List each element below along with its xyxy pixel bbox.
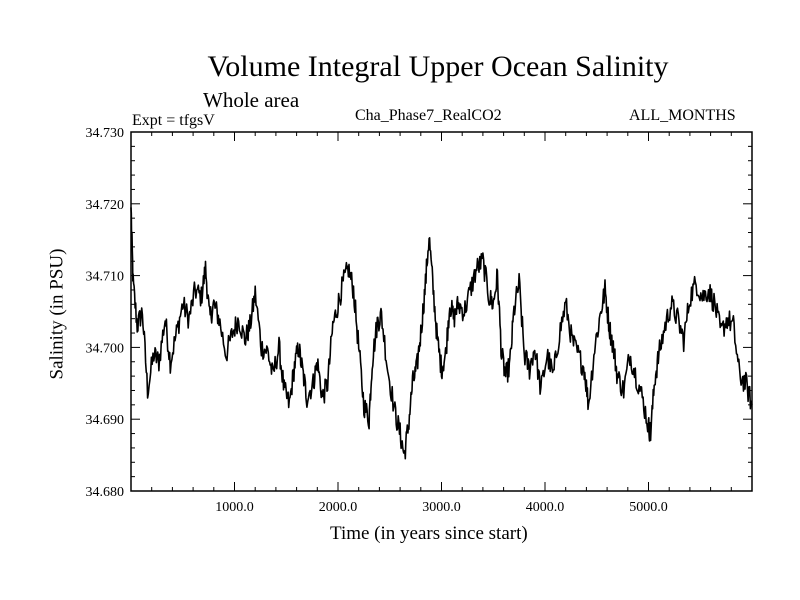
run-label: Cha_Phase7_RealCO2 bbox=[355, 107, 502, 124]
x-tick-label: 2000.0 bbox=[319, 500, 358, 515]
axis-layer: 1000.0 2000.0 3000.0 4000.0 5000.0 34.680 34.6… bbox=[86, 126, 752, 515]
x-tick-label: 1000.0 bbox=[215, 500, 254, 515]
y-tick-label: 34.730 bbox=[86, 126, 125, 141]
y-tick-label: 34.690 bbox=[86, 413, 125, 428]
series-layer bbox=[130, 207, 753, 460]
x-axis-label: Time (in years since start) bbox=[330, 523, 528, 544]
y-tick-label: 34.700 bbox=[86, 341, 125, 356]
x-tick-label: 5000.0 bbox=[629, 500, 668, 515]
x-tick-label: 3000.0 bbox=[422, 500, 461, 515]
experiment-label: Expt = tfgsV bbox=[132, 112, 215, 129]
chart-subtitle: Whole area bbox=[203, 88, 300, 112]
plot-frame bbox=[130, 131, 753, 492]
series-line-salinity bbox=[130, 207, 753, 460]
y-tick-label: 34.720 bbox=[86, 198, 125, 213]
chart-title: Volume Integral Upper Ocean Salinity bbox=[207, 50, 669, 83]
y-tick-label: 34.710 bbox=[86, 270, 125, 285]
x-tick-label: 4000.0 bbox=[526, 500, 565, 515]
months-label: ALL_MONTHS bbox=[629, 107, 736, 124]
y-tick-label: 34.680 bbox=[86, 485, 125, 500]
